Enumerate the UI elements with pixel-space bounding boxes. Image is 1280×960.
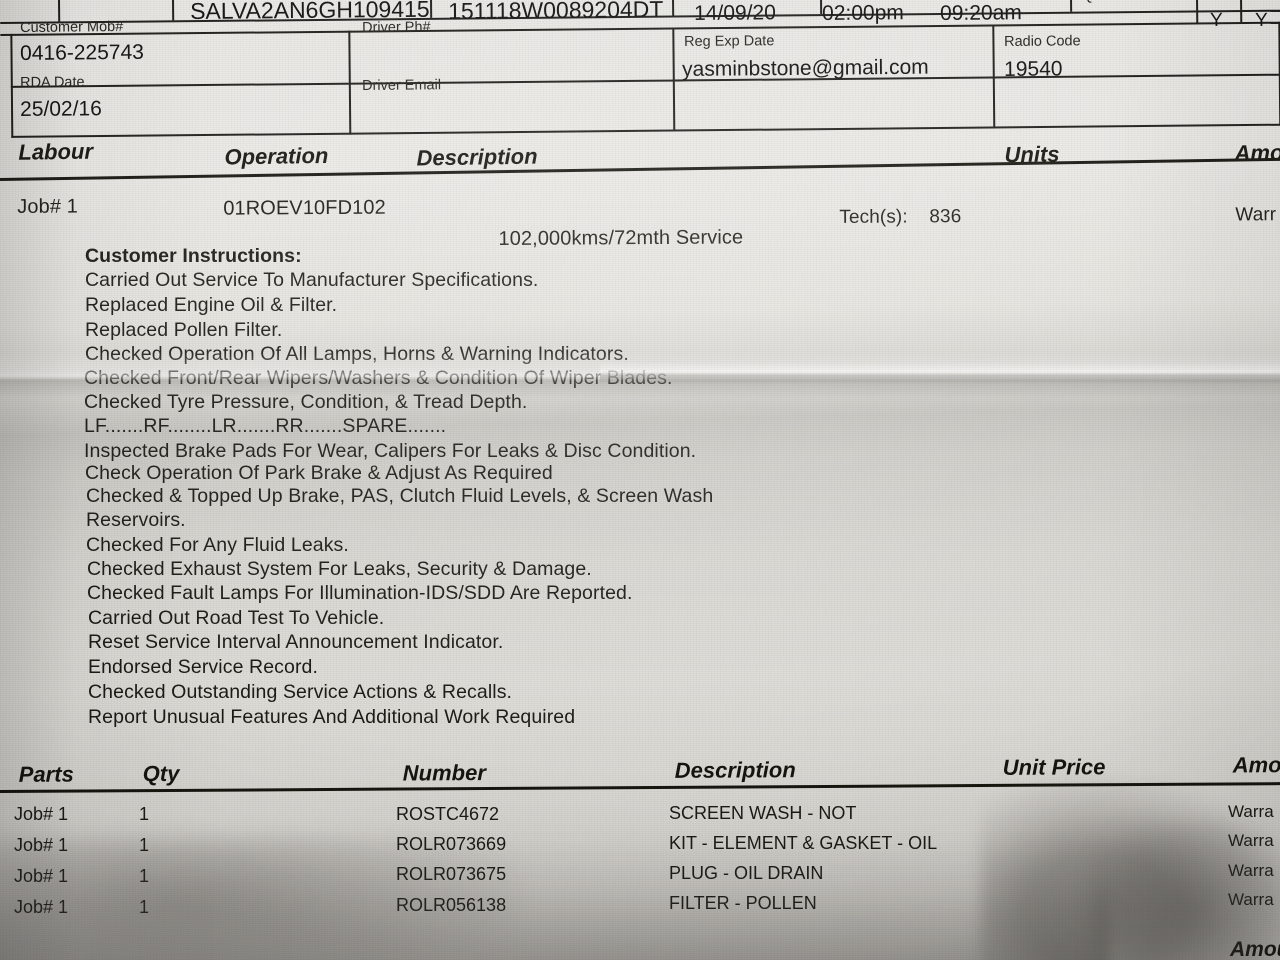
instruction-line: Inspected Brake Pads For Wear, Calipers … <box>84 440 697 462</box>
instruction-line: LF.......RF........LR.......RR.......SPA… <box>84 415 447 437</box>
instruction-line: Checked Exhaust System For Leaks, Securi… <box>87 558 592 580</box>
parts-col-amount: Amou <box>1232 752 1280 778</box>
driver-email-label: Driver Email <box>362 77 442 94</box>
labour-amount: Warr <box>1235 204 1277 226</box>
table-row: PLUG - OIL DRAIN <box>669 863 824 883</box>
job-reference-value: 151118W0089204DT <box>448 0 664 24</box>
table-row: 1 <box>139 866 150 886</box>
instruction-line: Checked Tyre Pressure, Condition, & Trea… <box>84 391 528 413</box>
instruction-line: Reservoirs. <box>86 509 186 531</box>
customer-mobile-value: 0416-225743 <box>20 40 145 65</box>
instruction-line: Checked Fault Lamps For Illumination-IDS… <box>87 582 633 604</box>
table-row: ROLR056138 <box>396 895 507 915</box>
table-row: Job# 1 <box>14 866 69 886</box>
table-row: 1 <box>139 897 150 917</box>
time-received-value: 09:20am <box>940 1 1022 25</box>
customer-mobile-label: Customer Mob# <box>20 19 124 36</box>
reg-exp-date-value: yasminbstone@gmail.com <box>682 55 929 81</box>
labour-job: Job# 1 <box>17 195 78 218</box>
instruction-line: Checked Front/Rear Wipers/Washers & Cond… <box>84 367 673 389</box>
instruction-line: Report Unusual Features And Additional W… <box>88 706 576 728</box>
labour-operation: 01ROEV10FD102 <box>223 196 386 220</box>
radio-code-value: 19540 <box>1004 57 1063 81</box>
parts-col-parts: Parts <box>18 761 74 787</box>
table-row: KIT - ELEMENT & GASKET - OIL <box>669 833 938 853</box>
parts-col-qty: Qty <box>142 760 180 787</box>
date-promised-value: 14/09/20 <box>694 1 776 25</box>
table-row: 1 <box>139 804 150 824</box>
table-row: FILTER - POLLEN <box>669 893 817 913</box>
table-row: Warra <box>1228 890 1274 909</box>
air-label: Air <box>1206 0 1224 4</box>
labour-col-operation: Operation <box>224 142 329 170</box>
quote-price-label: Quote Price <box>1082 0 1159 4</box>
parts-footer-amount: Amou <box>1230 938 1280 960</box>
parts-col-description: Description <box>674 757 796 783</box>
pwr-value: Y <box>1255 9 1268 31</box>
labour-header-rule <box>0 157 1280 181</box>
table-row: Warra <box>1228 831 1274 850</box>
labour-techs-value: 836 <box>929 206 962 228</box>
instruction-line: Reset Service Interval Announcement Indi… <box>88 631 504 653</box>
instruction-line: Checked For Any Fluid Leaks. <box>86 534 349 556</box>
driver-phone-label: Driver Ph# <box>362 19 431 36</box>
instruction-line: Check Operation Of Park Brake & Adjust A… <box>85 462 553 484</box>
table-row: 1 <box>139 835 150 855</box>
table-row: ROSTC4672 <box>396 804 500 824</box>
table-row: SCREEN WASH - NOT <box>669 803 857 823</box>
instruction-line: Checked Outstanding Service Actions & Re… <box>88 681 513 703</box>
rda-date-value: 25/02/16 <box>20 97 102 121</box>
labour-description: 102,000kms/72mth Service <box>498 226 744 250</box>
time-promised-value: 02:00pm <box>822 1 904 25</box>
radio-code-label: Radio Code <box>1004 33 1081 50</box>
table-row: Job# 1 <box>14 804 69 824</box>
table-row: Job# 1 <box>14 835 69 855</box>
labour-col-labour: Labour <box>18 138 94 165</box>
instruction-line: Carried Out Road Test To Vehicle. <box>88 607 385 629</box>
rda-date-label: RDA Date <box>20 74 85 91</box>
parts-header-rule <box>0 782 1280 793</box>
instruction-line: Replaced Pollen Filter. <box>85 319 283 341</box>
table-row: Job# 1 <box>14 897 69 917</box>
table-row: Warra <box>1228 802 1274 821</box>
labour-techs-label: Tech(s): <box>839 206 908 228</box>
labour-col-amount: Amo <box>1234 139 1280 166</box>
parts-col-unit-price: Unit Price <box>1002 754 1106 780</box>
instruction-line: Endorsed Service Record. <box>88 656 319 678</box>
table-row: Warra <box>1228 861 1274 880</box>
instruction-line: Checked & Topped Up Brake, PAS, Clutch F… <box>86 485 714 507</box>
air-value: Y <box>1210 9 1223 31</box>
instruction-line: Checked Operation Of All Lamps, Horns & … <box>85 343 629 365</box>
instruction-line: Replaced Engine Oil & Filter. <box>85 294 338 316</box>
labour-col-description: Description <box>416 143 538 171</box>
instruction-line: Carried Out Service To Manufacturer Spec… <box>85 269 539 291</box>
table-row: ROLR073675 <box>396 864 507 884</box>
pwr-label: Pwr <box>1249 0 1274 4</box>
parts-col-number: Number <box>402 760 486 786</box>
reg-exp-date-label: Reg Exp Date <box>684 33 775 50</box>
customer-instructions-title: Customer Instructions: <box>85 245 302 267</box>
table-row: ROLR073669 <box>396 834 507 854</box>
